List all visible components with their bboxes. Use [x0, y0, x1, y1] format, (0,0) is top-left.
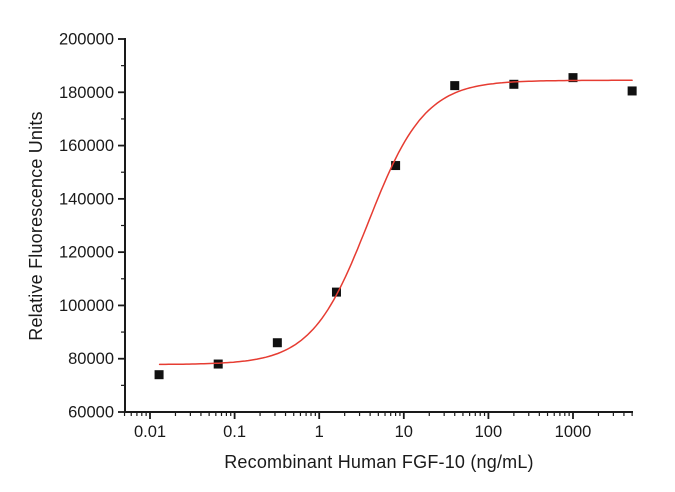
- data-point: [450, 81, 460, 91]
- x-tick-label: 1000: [555, 423, 592, 441]
- x-tick-label: 0.01: [134, 423, 166, 441]
- data-point: [213, 359, 223, 369]
- x-tick-label: 100: [475, 423, 503, 441]
- data-point: [509, 79, 519, 89]
- y-axis-title: Relative Fluorescence Units: [26, 111, 46, 341]
- data-point: [627, 86, 637, 96]
- y-tick-label: 140000: [59, 190, 114, 208]
- y-tick-label: 180000: [59, 84, 114, 102]
- y-tick-label: 160000: [59, 137, 114, 155]
- plot-area: 60000 80000 100000 120000 140000 160000 180000…: [59, 31, 637, 441]
- data-point: [154, 370, 164, 380]
- y-tick-label: 60000: [68, 404, 114, 422]
- y-tick-label: 80000: [68, 350, 114, 368]
- data-point: [391, 161, 401, 171]
- fit-curve: [158, 79, 633, 366]
- data-point: [272, 338, 282, 348]
- x-tick-label: 1: [315, 423, 324, 441]
- x-tick-label: 0.1: [223, 423, 246, 441]
- y-tick-label: 120000: [59, 244, 114, 262]
- y-tick-label: 100000: [59, 297, 114, 315]
- x-axis-title: Recombinant Human FGF-10 (ng/mL): [224, 452, 534, 472]
- y-tick-label: 200000: [59, 31, 114, 49]
- x-tick-label: 10: [395, 423, 413, 441]
- data-point: [568, 73, 578, 83]
- data-point: [331, 287, 341, 297]
